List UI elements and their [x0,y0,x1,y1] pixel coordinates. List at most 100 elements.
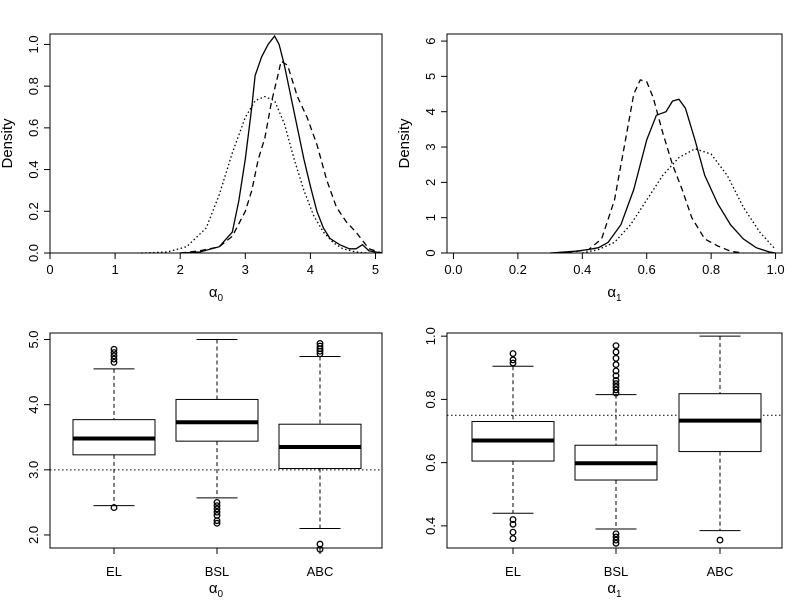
outlier-point [509,520,517,528]
y-tick-label: 4 [423,108,438,115]
outlier-point [110,352,118,360]
y-tick-label: 2 [423,179,438,186]
x-tick-label: 0.6 [638,262,656,277]
x-tick-label: 0.8 [702,262,720,277]
outlier-point [509,356,517,364]
y-tick-label: 0.8 [26,77,41,95]
y-tick-label: 6 [423,37,438,44]
outlier-point [612,376,620,384]
outlier-point [213,517,221,525]
density-line-solid [180,34,383,254]
outlier-point [316,342,324,350]
x-axis-label-symbol: α [607,284,616,301]
category-label: BSL [604,564,629,579]
box [678,393,762,453]
y-tick-label: 1 [423,214,438,221]
y-tick-label: 0.6 [26,119,41,137]
outlier-point [509,359,517,367]
x-tick-label: 3 [242,262,249,277]
x-tick-label: 1 [111,262,118,277]
x-tick-label: 1.0 [767,262,785,277]
density-line-dotted [141,95,370,254]
outlier-point [509,350,517,358]
outlier-point [509,516,517,523]
x-axis-label-symbol: α [607,580,616,597]
y-tick-label: 0.4 [26,161,41,179]
outlier-point [110,504,118,512]
outlier-point [612,383,620,391]
outlier-point [316,540,324,548]
y-tick-label: 2.0 [26,526,41,544]
outlier-point [509,528,517,536]
density-line-solid [550,98,776,254]
x-axis-label-subscript: 1 [616,589,622,600]
y-tick-label: 5 [423,73,438,80]
outlier-point [612,348,620,356]
y-tick-label: 3.0 [26,461,41,479]
outlier-point [213,505,221,513]
plot-frame [446,332,783,549]
x-axis-label: α1 [607,580,622,600]
outlier-point [612,367,620,375]
x-axis-label: α1 [607,284,622,304]
outlier-point [110,358,118,366]
x-axis-label-subscript: 0 [218,589,224,600]
x-tick-label: 0 [46,262,53,277]
category-label: ABC [307,564,334,579]
y-axis-label: Density [396,118,413,169]
x-tick-label: 0.2 [509,262,527,277]
outlier-point [509,535,517,542]
y-tick-label: 0.6 [423,454,438,472]
outlier-point [612,386,620,394]
x-axis-label-subscript: 1 [616,293,622,304]
outlier-point [612,530,620,538]
outlier-point [716,536,724,544]
plot-frame [49,332,383,549]
y-tick-label: 0.4 [423,517,438,535]
outlier-point [316,339,324,347]
outlier-point [110,345,118,353]
plot-frame [446,33,783,254]
outlier-point [612,539,620,547]
y-tick-label: 0 [423,249,438,256]
panel-bottom-right: 0.4 0.6 0.8 1.0 EL BSL ABC α1 [423,327,783,600]
x-tick-label: 4 [307,262,314,277]
y-tick-label: 5.0 [26,330,41,348]
y-tick-label: 0.8 [423,390,438,408]
category-label: EL [505,564,521,579]
outlier-point [612,372,620,380]
outlier-point [612,361,620,369]
outlier-point [612,533,620,541]
outlier-point [213,502,221,510]
category-label: ABC [707,564,734,579]
category-label: EL [106,564,122,579]
x-tick-label: 0.4 [573,262,591,277]
x-tick-label: 2 [177,262,184,277]
x-tick-label: 0.0 [444,262,462,277]
outlier-point [110,355,118,363]
x-axis-label-symbol: α [209,284,218,301]
y-tick-label: 3 [423,143,438,150]
density-line-dotted [582,148,777,254]
x-tick-label: 5 [372,262,379,277]
y-tick-label: 0.2 [26,202,41,220]
outlier-point [213,508,221,516]
outlier-point [612,389,620,397]
y-tick-label: 1.0 [26,35,41,53]
outlier-point [110,349,118,356]
outlier-point [612,354,620,362]
y-tick-label: 0.0 [26,244,41,262]
y-axis-label: Density [0,118,16,169]
density-line-dashed [180,60,383,254]
y-tick-label: 1.0 [423,327,438,345]
category-label: BSL [205,564,230,579]
plot-frame [49,33,383,254]
outlier-point [612,342,620,350]
outlier-point [213,498,221,506]
outlier-point [213,519,221,527]
x-axis-label: α0 [209,580,224,600]
panel-bottom-left: 2.0 3.0 4.0 5.0 EL BSL ABC α0 [26,330,383,600]
outlier-point [612,380,620,388]
